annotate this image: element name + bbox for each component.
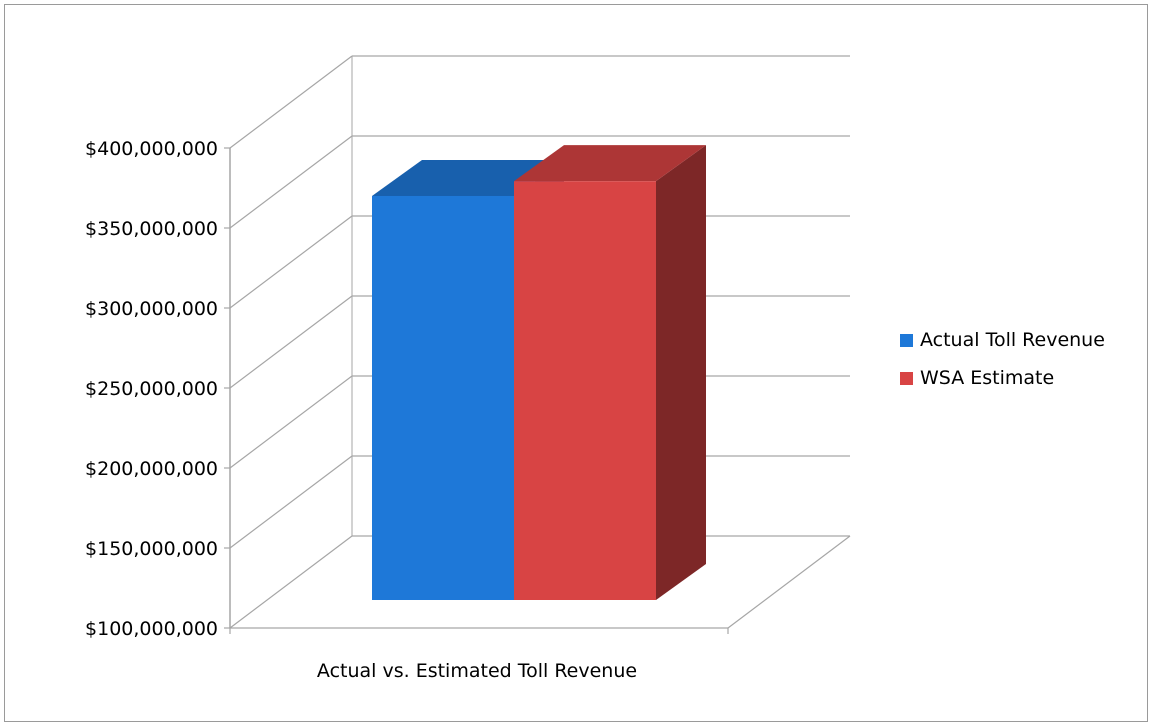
bar-top-wsa: [514, 145, 706, 182]
floor-right-edge: [727, 535, 851, 629]
legend-swatch-wsa: [900, 371, 913, 385]
gridline-side: [229, 535, 353, 629]
gridline-side: [229, 55, 353, 149]
y-axis: [224, 147, 729, 634]
legend-label-wsa: WSA Estimate: [920, 367, 1055, 389]
y-tick-label: $300,000,000: [85, 298, 218, 320]
legend-label-actual: Actual Toll Revenue: [920, 329, 1105, 351]
gridline-side: [229, 215, 353, 309]
legend-item-actual: Actual Toll Revenue: [900, 328, 1105, 352]
y-tick-label: $350,000,000: [85, 218, 218, 240]
legend-swatch-actual: [900, 333, 913, 347]
bar-actual: [372, 195, 514, 600]
gridline-side: [229, 375, 353, 469]
y-tick-label: $100,000,000: [85, 618, 218, 640]
gridline-side: [229, 135, 353, 229]
bars: [372, 145, 706, 600]
bar-side-wsa: [656, 145, 706, 600]
gridline-side: [229, 295, 353, 389]
gridline-side: [229, 455, 353, 549]
y-tick-label: $150,000,000: [85, 538, 218, 560]
legend-item-wsa: WSA Estimate: [900, 366, 1105, 390]
tick-labels: $100,000,000 $150,000,000 $200,000,000 $250…: [85, 138, 637, 682]
y-tick-label: $200,000,000: [85, 458, 218, 480]
bar-wsa: [514, 181, 656, 600]
y-tick-label: $250,000,000: [85, 378, 218, 400]
legend: Actual Toll Revenue WSA Estimate: [900, 328, 1105, 404]
x-category-label: Actual vs. Estimated Toll Revenue: [317, 660, 637, 682]
y-tick-label: $400,000,000: [85, 138, 218, 160]
